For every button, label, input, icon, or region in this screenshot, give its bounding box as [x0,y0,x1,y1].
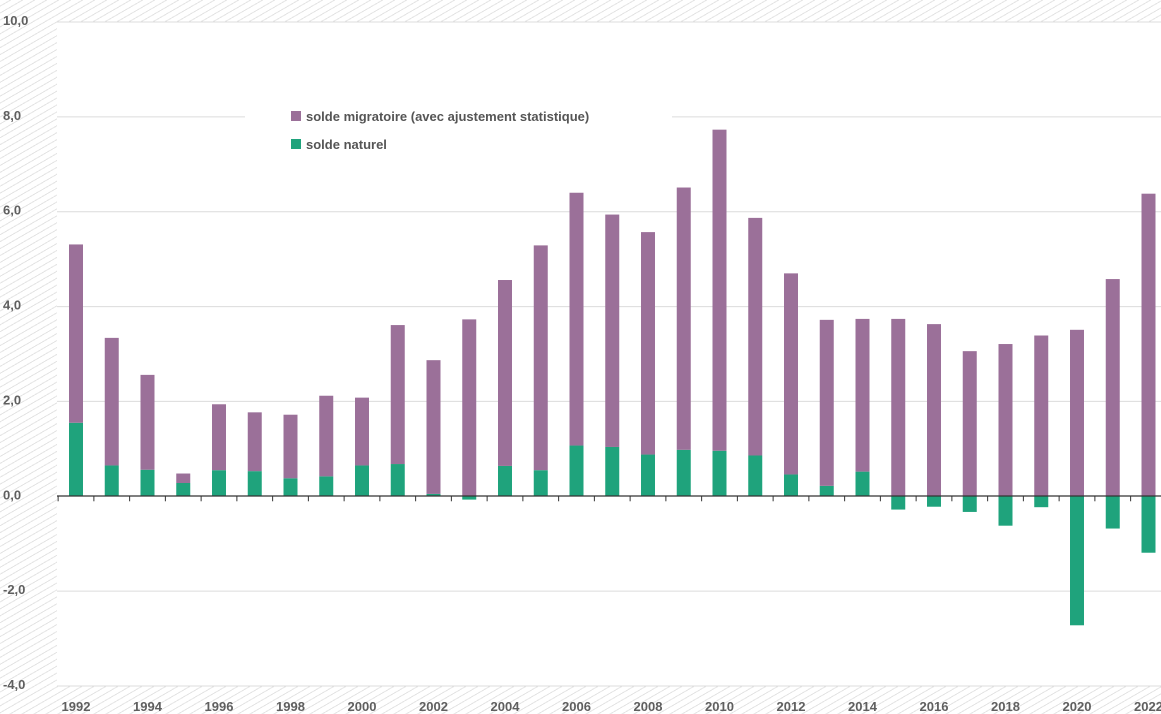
bar-solde-naturel [355,465,369,497]
bar-solde-naturel [426,493,441,497]
x-axis-ticks [57,496,1132,502]
bar-solde-migratoire [212,404,226,471]
bar-solde-naturel [962,496,977,512]
x-tick-label: 2022 [1134,699,1161,714]
y-tick-label: 8,0 [3,108,21,123]
x-tick-label: 1992 [62,699,91,714]
x-tick-label: 2010 [705,699,734,714]
x-tick-label: 1996 [205,699,234,714]
bar-solde-migratoire [819,319,834,486]
y-tick-label: -2,0 [3,582,25,597]
x-tick-label: 2018 [991,699,1020,714]
bar-solde-naturel [855,471,870,497]
bar-solde-naturel [748,455,763,497]
y-tick-label: 6,0 [3,203,21,218]
y-tick-label: 0,0 [3,487,21,502]
bar-solde-naturel [784,474,798,497]
x-tick-label: 2000 [348,699,377,714]
x-tick-label: 1994 [133,699,163,714]
bar-solde-migratoire [605,214,620,447]
bar-solde-naturel [891,496,906,510]
bar-solde-naturel [533,470,548,497]
x-tick-label: 2016 [920,699,949,714]
bar-solde-naturel [1141,496,1156,553]
bar-solde-migratoire [247,412,262,472]
bar-solde-migratoire [569,192,584,446]
legend-label-migratoire: solde migratoire (avec ajustement statis… [306,109,589,124]
bar-solde-naturel [641,454,655,497]
bar-solde-migratoire [676,187,691,450]
x-tick-label: 2002 [419,699,448,714]
x-tick-label: 2004 [491,699,521,714]
bar-solde-migratoire [927,324,941,497]
bar-solde-naturel [1105,496,1120,529]
legend-label-naturel: solde naturel [306,137,387,152]
bar-solde-naturel [712,450,727,497]
bar-solde-naturel [176,483,191,497]
bar-solde-naturel [569,445,584,497]
bar-solde-migratoire [962,351,977,497]
bar-solde-naturel [104,465,119,497]
x-tick-label: 2020 [1063,699,1092,714]
bar-solde-naturel [390,464,405,497]
bar-solde-migratoire [69,244,83,423]
legend-background [245,99,672,159]
x-tick-label: 2006 [562,699,591,714]
bar-solde-naturel [605,446,620,497]
legend-swatch-migratoire [291,111,301,121]
bar-solde-migratoire [1105,279,1120,497]
bar-solde-migratoire [426,360,441,494]
bar-solde-naturel [212,470,226,497]
x-axis-tick-labels: 1992 1994 1996 1998 2000 2002 2004 2006 2008 2010… [62,699,1161,714]
bar-solde-migratoire [855,318,870,472]
bar-solde-migratoire [891,318,906,497]
bar-solde-migratoire [390,325,405,465]
y-tick-label: 10,0 [3,13,28,28]
bar-solde-naturel [69,422,83,497]
bar-solde-naturel [140,469,155,497]
bar-solde-migratoire [319,395,334,477]
y-tick-label: 2,0 [3,392,21,407]
bar-solde-naturel [676,449,691,497]
bar-solde-migratoire [1141,193,1156,497]
y-tick-label: -4,0 [3,677,25,692]
legend: solde migratoire (avec ajustement statis… [245,99,672,159]
bar-solde-migratoire [498,280,512,466]
bar-solde-naturel [319,476,334,497]
bar-solde-migratoire [784,273,798,475]
bar-solde-naturel [1034,496,1049,508]
bar-solde-migratoire [140,374,155,470]
bar-solde-migratoire [712,129,727,451]
legend-swatch-naturel [291,139,301,149]
bar-solde-migratoire [998,344,1013,497]
y-tick-label: 4,0 [3,298,21,313]
bar-solde-migratoire [104,337,119,466]
bar-solde-migratoire [1070,329,1084,497]
bar-solde-migratoire [355,397,369,466]
x-tick-label: 2008 [634,699,663,714]
x-tick-label: 1998 [276,699,305,714]
bar-solde-naturel [498,465,512,497]
bar-solde-migratoire [533,245,548,471]
bar-solde-migratoire [176,473,191,484]
bar-solde-naturel [819,485,834,497]
y-axis-tick-labels: 10,0 8,0 6,0 4,0 2,0 0,0 -2,0 -4,0 [3,13,28,692]
bars [69,129,1156,626]
bar-solde-naturel [283,478,298,497]
bar-solde-naturel [927,496,941,507]
bar-solde-migratoire [1034,335,1049,497]
bar-solde-naturel [462,496,477,500]
bar-solde-migratoire [748,217,763,456]
bar-solde-migratoire [641,232,655,455]
bar-solde-naturel [998,496,1013,526]
bar-solde-naturel [1070,496,1084,626]
x-tick-label: 2012 [777,699,806,714]
bar-solde-migratoire [462,319,477,497]
bar-solde-migratoire [283,414,298,479]
bar-solde-naturel [247,471,262,497]
x-tick-label: 2014 [848,699,878,714]
